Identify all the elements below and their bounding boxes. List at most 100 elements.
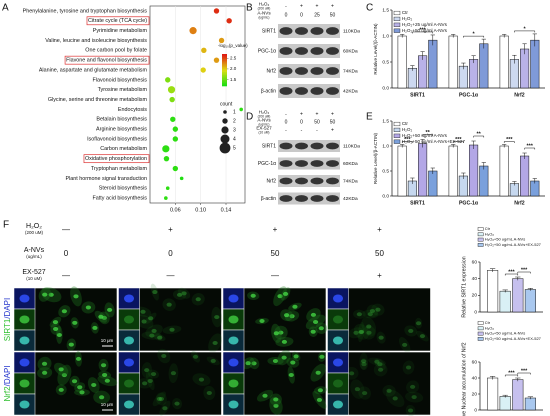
micrograph [222,349,327,416]
legend-label: H₂O₂+50 ug/mL A-NVs+EX-527 [485,242,542,247]
colorbar-segment [222,81,227,84]
significance-label: *** [508,370,515,376]
condition-level: - [285,3,287,9]
dot [165,77,171,83]
y-tick-label: Flavone and flavonol biosynthesis [66,58,147,64]
nucleus [100,363,107,368]
y-tick-label: 60 [472,259,478,265]
dot [213,57,220,63]
stain-name: SIRT1 [3,318,12,341]
y-axis-label: Relative SIRT1 expression [461,256,467,317]
y-tick-label: 0.0 [382,193,389,199]
colorbar-segment [222,73,227,76]
cell [145,324,163,338]
nucleus [378,367,384,372]
nucleus [99,395,105,400]
cell [362,309,379,319]
colorbar-segment [222,82,227,85]
dot [165,186,170,191]
nucleus [140,309,146,314]
legend-swatch [477,237,484,242]
nucleus [410,384,416,389]
legend-label: Ctr [485,226,491,231]
inset-nucleus [333,294,343,303]
y-tick-label: Tyrosine metabolism [98,87,148,93]
cell [402,360,415,375]
blot-band [279,177,293,185]
plot-frame [149,5,246,204]
cell [357,322,365,343]
cell [361,316,377,337]
significance-bracket [514,30,536,33]
size-label: 110KDa [343,28,360,34]
cell [350,379,365,399]
cell [155,392,167,406]
legend-label: H₂O₂ [485,231,495,236]
blot-band [310,195,324,202]
bar [499,396,511,411]
nucleus [161,354,167,359]
cell [137,378,153,389]
nucleus [176,292,183,297]
blot-band [295,160,308,167]
y-tick-label: Isoflavonoid biosynthesis [87,136,147,142]
y-tick-label: Glycine, serine and threonine metabolism [48,97,148,103]
y-tick-label: Flavonoid biosynthesis [92,77,147,83]
legend-label: Ctr [402,10,409,15]
legend-swatch [393,133,401,138]
y-tick-label: 1.5 [382,118,389,124]
condition-name: EX-527 [22,269,45,276]
size-label: 110KDa [343,143,360,149]
nucleus [73,294,79,299]
condition-level: — [62,271,70,280]
inset-nucleus [19,358,30,367]
y-tick-label: 20 [472,293,478,299]
nucleus [148,316,154,321]
colorbar-segment [222,55,227,58]
nucleus [362,391,368,396]
cell [358,386,371,400]
y-axis-label: Relative Level(/β-ACTIN) [373,132,378,184]
legend-label: H₂O₂+50 ug/ml A-NVs [402,28,448,33]
inset-nucleus [124,379,134,388]
condition-unit: (10 uM) [26,276,42,281]
cell [362,325,376,340]
nucleus [366,324,372,329]
nucleus [91,383,97,388]
nucleus [181,291,187,296]
nucleus [104,378,110,383]
bar [499,35,509,89]
y-tick-label: 20 [472,391,478,397]
cell [398,337,411,353]
condition-unit: (10 uM) [259,131,270,135]
stain-name: Nrf2 [3,386,12,402]
significance-label: ** [477,131,482,137]
legend-label: H₂O₂+25 ug/ml A-NVs [402,22,448,27]
condition-level: + [273,225,278,234]
cell [141,331,163,340]
blot-band [279,47,293,55]
y-tick-label: 0.5 [382,59,389,65]
nucleus [273,397,279,402]
blot-band [326,87,339,95]
legend-title: count [220,101,233,107]
condition-level: + [331,3,334,9]
protein-label: β-actin [261,88,276,94]
blot-strip [278,157,340,170]
y-tick-label: Alanine, aspartate and glutamate metabol… [39,67,148,73]
cell [353,309,366,319]
y-tick-label: Carbon metabolism [100,146,147,152]
condition-level: 0 [168,249,173,258]
blot-band [326,177,339,185]
bar [428,170,438,197]
blot-band [326,27,339,35]
condition-level: - [285,111,287,117]
bar [530,39,540,89]
inset-nucleus [19,379,30,388]
nucleus [407,408,414,413]
nucleus [72,320,78,325]
cell [172,289,187,300]
y-tick-label: 40 [472,276,478,282]
size-label: 1 [233,109,236,115]
nucleus [272,358,279,363]
